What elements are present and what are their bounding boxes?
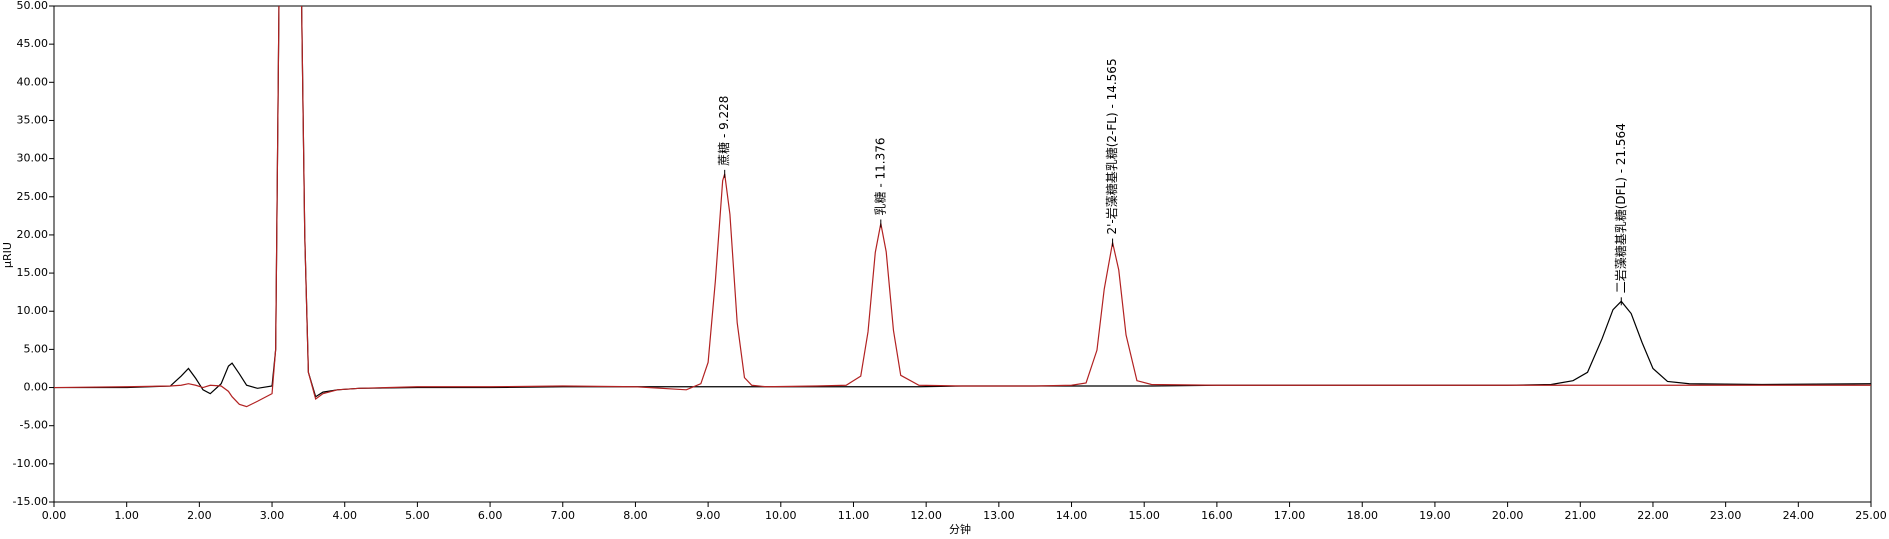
x-tick-label: 11.00 — [838, 509, 870, 522]
x-tick-label: 10.00 — [765, 509, 797, 522]
x-tick-label: 7.00 — [551, 509, 576, 522]
traces — [54, 6, 1871, 408]
x-tick-label: 5.00 — [405, 509, 430, 522]
x-tick-label: 23.00 — [1710, 509, 1742, 522]
x-tick-label: 14.00 — [1056, 509, 1088, 522]
x-tick-label: 20.00 — [1492, 509, 1524, 522]
x-tick-label: 0.00 — [42, 509, 67, 522]
x-tick-label: 15.00 — [1128, 509, 1160, 522]
y-tick-label: 5.00 — [24, 342, 49, 355]
x-axis-label: 分钟 — [949, 522, 971, 536]
y-tick-label: -15.00 — [13, 495, 48, 508]
x-tick-label: 1.00 — [114, 509, 139, 522]
x-tick-label: 12.00 — [910, 509, 942, 522]
y-tick-label: 50.00 — [17, 0, 49, 12]
y-tick-label: 15.00 — [17, 266, 49, 279]
peak-label: 蔗糖 - 9.228 — [716, 96, 731, 166]
y-tick-label: 30.00 — [17, 152, 49, 165]
y-tick-label: 35.00 — [17, 113, 49, 126]
y-tick-label: 0.00 — [24, 381, 49, 394]
x-tick-label: 17.00 — [1274, 509, 1306, 522]
trace-line — [54, 6, 1871, 408]
y-tick-label: 20.00 — [17, 228, 49, 241]
peak-label: 二岩藻糖基乳糖(DFL) - 21.564 — [1613, 123, 1628, 293]
x-tick-label: 18.00 — [1346, 509, 1378, 522]
trace-line — [54, 6, 1871, 398]
plot-frame — [53, 5, 1872, 503]
x-tick-label: 3.00 — [260, 509, 285, 522]
x-tick-label: 21.00 — [1565, 509, 1597, 522]
y-tick-label: -5.00 — [20, 419, 48, 432]
y-tick-label: 45.00 — [17, 37, 49, 50]
y-tick-label: -10.00 — [13, 457, 48, 470]
x-tick-label: 16.00 — [1201, 509, 1233, 522]
x-tick-label: 19.00 — [1419, 509, 1451, 522]
x-tick-label: 25.00 — [1855, 509, 1887, 522]
x-tick-label: 4.00 — [332, 509, 357, 522]
x-tick-label: 13.00 — [983, 509, 1015, 522]
peak-label: 2'-岩藻糖基乳糖(2-FL) - 14.565 — [1104, 58, 1119, 234]
y-axis-label: µRIU — [1, 242, 14, 268]
y-tick-label: 40.00 — [17, 75, 49, 88]
x-tick-label: 6.00 — [478, 509, 503, 522]
x-tick-label: 24.00 — [1783, 509, 1815, 522]
peak-label: 乳糖 - 11.376 — [872, 138, 887, 216]
x-tick-label: 2.00 — [187, 509, 212, 522]
x-tick-label: 8.00 — [623, 509, 648, 522]
x-tick-label: 9.00 — [696, 509, 721, 522]
x-tick-label: 22.00 — [1637, 509, 1669, 522]
y-tick-label: 25.00 — [17, 190, 49, 203]
y-tick-label: 10.00 — [17, 304, 49, 317]
